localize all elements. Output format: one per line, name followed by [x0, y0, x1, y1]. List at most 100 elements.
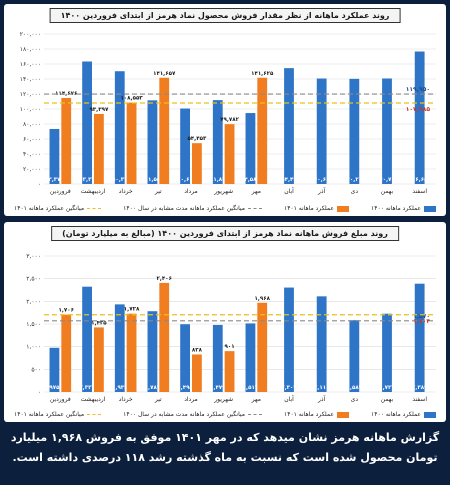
average-label-1400: ۱۱۹,۹۵۰ — [406, 86, 430, 93]
y-tick-label: ۲,۵۰۰ — [26, 276, 41, 283]
x-tick-label: شهریور — [213, 188, 233, 195]
legend-swatch-gray-dash — [247, 414, 262, 415]
bar-1400-label: ۲,۳۰۴ — [281, 385, 297, 391]
bar-1400 — [180, 324, 190, 392]
legend-label: عملکرد ماهانه ۱۴۰۰ — [371, 411, 421, 418]
x-tick-label: خرداد — [119, 188, 133, 195]
y-tick-label: ۱,۵۰۰ — [26, 321, 41, 328]
legend-item-avg-1400: میانگین عملکرد ماهانه مدت مشابه در سال ۱… — [123, 411, 262, 418]
x-tick-label: تیر — [154, 188, 162, 195]
bar-1400-label: ۱۵۴,۴۷۷ — [278, 177, 301, 183]
bar-1400 — [82, 286, 92, 392]
x-tick-label: دی — [351, 396, 359, 403]
bar-1400-label: ۷۳,۳۷۰ — [45, 177, 64, 183]
bar-1400-label: ۱۴۰,۶۶۷ — [311, 177, 334, 183]
x-tick-label: بهمن — [381, 396, 394, 403]
bar-1400-label: ۹۴,۵۸۹ — [241, 177, 261, 183]
x-tick-label: اسفند — [412, 396, 427, 403]
legend-item-1400: عملکرد ماهانه ۱۴۰۰ — [371, 411, 436, 418]
bar-1401-label: ۹۰۱ — [225, 344, 235, 350]
amount-chart-panel: روند مبلغ فروش ماهانه نماد هرمز از ابتدا… — [4, 222, 446, 422]
amount-chart: ۰ ۵۰۰ ۱,۰۰۰ ۱,۵۰۰ ۲,۰۰۰ ۲,۵۰۰ ۳,۰۰۰ ۹۷۵ ۱,۷۰۶ فرو… — [26, 253, 436, 403]
amount-chart-title: روند مبلغ فروش ماهانه نماد هرمز از ابتدا… — [51, 226, 399, 241]
bar-1400 — [245, 323, 256, 392]
quantity-chart: ۰ ۲۰,۰۰۰ ۴۰,۰۰۰ ۶۰,۰۰۰ ۸۰,۰۰۰ ۱۰۰,۰۰۰ ۱۲۰,۰۰۰ ۱… — [20, 31, 436, 195]
bar-1400 — [49, 128, 60, 184]
bar-1400 — [349, 78, 360, 184]
bar-1401-label: ۱۱۴,۶۷۶ — [55, 91, 77, 97]
bar-1400 — [147, 100, 158, 184]
y-tick-label: ۱۴۰,۰۰۰ — [20, 76, 41, 83]
bar-1400 — [349, 320, 360, 392]
legend-swatch-yellow-dash — [87, 414, 102, 415]
legend-label: عملکرد ماهانه ۱۴۰۱ — [284, 205, 334, 212]
average-label-1401: ۱,۷۰۴ — [413, 318, 430, 325]
legend-swatch-gray-dash — [247, 208, 262, 209]
bar-1400 — [414, 51, 425, 185]
bar-1400-label: ۱۰۰,۶۱۴ — [174, 177, 197, 183]
bar-1400-label: ۱,۵۸۴ — [347, 385, 363, 391]
bar-1401 — [257, 302, 268, 392]
x-tick-label: مرداد — [184, 188, 198, 195]
bar-1401 — [159, 282, 170, 392]
bar-1400 — [114, 304, 125, 392]
bar-1400-label: ۲,۱۱۰ — [314, 385, 330, 391]
bar-1400 — [82, 61, 92, 184]
legend-item-avg-1401: میانگین عملکرد ماهانه ۱۴۰۱ — [14, 205, 102, 212]
bar-1401 — [192, 143, 202, 184]
x-tick-label: شهریور — [213, 396, 233, 403]
x-tick-label: بهمن — [381, 188, 394, 195]
bar-1400 — [284, 68, 294, 184]
legend-swatch-blue — [424, 411, 436, 418]
legend-item-1401: عملکرد ماهانه ۱۴۰۱ — [284, 205, 349, 212]
y-tick-label: ۱,۰۰۰ — [26, 344, 41, 351]
x-tick-label: آذر — [317, 186, 326, 195]
legend-item-avg-1400: میانگین عملکرد ماهانه مدت مشابه در سال ۱… — [123, 205, 262, 212]
bar-1400 — [382, 313, 392, 392]
bar-1401-label: ۵۴,۴۵۳ — [187, 136, 207, 142]
bar-1401 — [257, 77, 268, 184]
bar-1400 — [414, 283, 425, 392]
y-tick-label: ۲,۰۰۰ — [26, 298, 41, 305]
bar-1401-label: ۱۴۱,۶۲۵ — [251, 71, 274, 77]
legend-swatch-orange — [336, 205, 349, 212]
x-tick-label: فروردین — [50, 396, 71, 403]
y-tick-label: ۶۰,۰۰۰ — [23, 136, 41, 143]
x-tick-label: مهر — [251, 396, 261, 403]
y-tick-label: ۱۸۰,۰۰۰ — [20, 46, 41, 53]
legend-label: میانگین عملکرد ماهانه ۱۴۰۱ — [14, 411, 85, 418]
bar-1400 — [114, 71, 125, 184]
quantity-chart-title: روند عملکرد ماهانه از نظر مقدار فروش محص… — [49, 8, 401, 23]
bar-1401 — [224, 351, 235, 392]
y-tick-label: ۱۲۰,۰۰۰ — [20, 91, 41, 98]
bar-1400 — [147, 311, 158, 392]
y-tick-label: ۳,۰۰۰ — [26, 253, 41, 260]
x-tick-label: اسفند — [412, 188, 427, 195]
legend-item-1400: عملکرد ماهانه ۱۴۰۰ — [371, 205, 436, 212]
legend-swatch-yellow-dash — [87, 208, 102, 209]
bar-1401 — [126, 102, 137, 184]
y-tick-label: ۵۰۰ — [31, 366, 41, 373]
quantity-chart-legend: عملکرد ماهانه ۱۴۰۰ عملکرد ماهانه ۱۴۰۱ می… — [14, 205, 436, 212]
bar-1401-label: ۸۲۸ — [192, 347, 203, 353]
bar-1401-label: ۱,۷۰۶ — [58, 308, 74, 314]
average-label-1400: ۱,۵۷۰ — [413, 313, 430, 320]
legend-label: میانگین عملکرد ماهانه ۱۴۰۱ — [14, 205, 85, 212]
legend-item-avg-1401: میانگین عملکرد ماهانه ۱۴۰۱ — [14, 411, 102, 418]
bar-1400-label: ۱,۹۳۳ — [112, 385, 128, 391]
legend-swatch-blue — [424, 205, 436, 212]
bar-1400-label: ۱,۵۱۳ — [243, 385, 259, 391]
report-caption: گزارش ماهانه هرمز نشان میدهد که در مهر ۱… — [10, 431, 440, 464]
bar-1400 — [49, 347, 60, 392]
legend-label: میانگین عملکرد ماهانه مدت مشابه در سال ۱… — [123, 205, 245, 212]
legend-label: عملکرد ماهانه ۱۴۰۱ — [284, 411, 334, 418]
bar-1401-label: ۱,۴۲۵ — [91, 320, 107, 326]
bar-1401-label: ۱,۷۲۸ — [124, 307, 140, 313]
bar-1400 — [212, 100, 223, 184]
bar-1400-label: ۱,۷۲۷ — [379, 385, 395, 391]
bar-1400-label: ۱۴۰,۷۰۸ — [376, 177, 399, 183]
quantity-chart-panel: روند عملکرد ماهانه از نظر مقدار فروش محص… — [4, 4, 446, 216]
average-label-1401: ۱۰۷,۹۸۵ — [406, 106, 431, 113]
bar-1400 — [180, 108, 190, 184]
y-tick-label: ۸۰,۰۰۰ — [23, 121, 41, 128]
